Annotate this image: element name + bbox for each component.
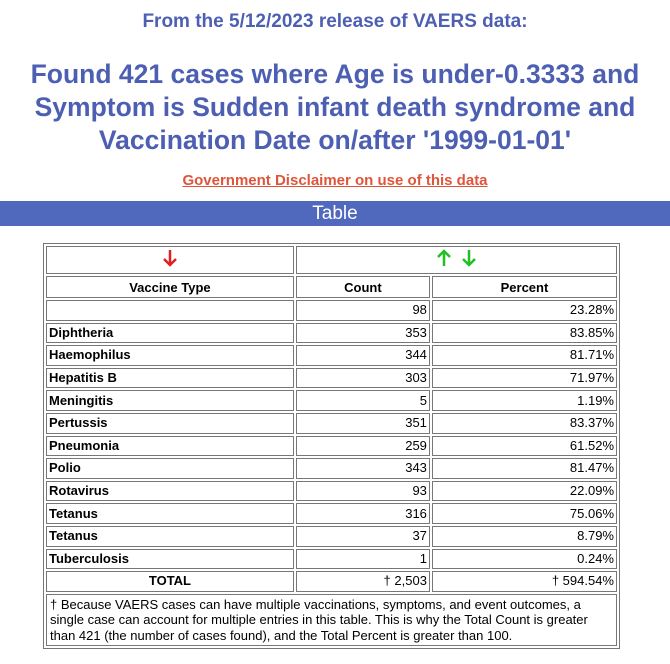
percent-cell: 22.09% (431, 480, 617, 502)
percent-cell: 83.85% (431, 322, 617, 344)
table-row: Hepatitis B 303 71.97% (46, 367, 617, 389)
total-percent: † 594.54% (431, 571, 617, 592)
vaccine-cell: Tuberculosis (46, 548, 294, 570)
percent-cell: 23.28% (431, 300, 617, 321)
vaccine-cell: Tetanus (46, 503, 294, 524)
table-row: Rotavirus 93 22.09% (46, 480, 617, 502)
column-header: Percent (431, 276, 617, 298)
table-row: Tuberculosis 1 0.24% (46, 548, 617, 570)
count-cell: 259 (295, 435, 430, 457)
column-header: Count (295, 276, 430, 298)
page: From the 5/12/2023 release of VAERS data… (0, 11, 670, 664)
results-table: Vaccine Type Count Percent 98 23.28% Dipht… (43, 243, 620, 650)
percent-cell: 75.06% (431, 503, 617, 524)
count-cell: 1 (295, 548, 430, 570)
percent-cell: 83.37% (431, 412, 617, 434)
footnote: † Because VAERS cases can have multiple … (46, 593, 617, 647)
count-cell: 5 (295, 390, 430, 411)
sort-cell (295, 246, 617, 274)
table-row: Tetanus 316 75.06% (46, 503, 617, 524)
vaccine-cell: Meningitis (46, 390, 294, 411)
vaccine-cell: Haemophilus (46, 345, 294, 366)
disclaimer-link[interactable]: Government Disclaimer on use of this dat… (182, 172, 488, 189)
total-count: † 2,503 (295, 571, 430, 592)
count-cell: 303 (295, 367, 430, 389)
vaccine-cell (46, 300, 294, 321)
table-row: † Because VAERS cases can have multiple … (46, 593, 617, 647)
section-bar: Table (0, 201, 670, 226)
sort-cell (46, 246, 294, 274)
query-title: Found 421 cases where Age is under-0.333… (0, 58, 670, 157)
percent-cell: 81.71% (431, 345, 617, 366)
count-cell: 351 (295, 412, 430, 434)
sort-down-icon[interactable] (162, 248, 178, 268)
table-row: Meningitis 5 1.19% (46, 390, 617, 411)
vaccine-cell: Tetanus (46, 525, 294, 547)
vaccine-cell: Pneumonia (46, 435, 294, 457)
percent-cell: 81.47% (431, 458, 617, 479)
count-cell: 98 (295, 300, 430, 321)
vaccine-cell: Diphtheria (46, 322, 294, 344)
percent-cell: 1.19% (431, 390, 617, 411)
total-label: TOTAL (46, 571, 294, 592)
vaccine-cell: Polio (46, 458, 294, 479)
count-cell: 93 (295, 480, 430, 502)
count-cell: 344 (295, 345, 430, 366)
column-header: Vaccine Type (46, 276, 294, 298)
table-row: TOTAL † 2,503 † 594.54% (46, 571, 617, 592)
release-heading: From the 5/12/2023 release of VAERS data… (142, 11, 528, 32)
count-cell: 316 (295, 503, 430, 524)
table-row: Haemophilus 344 81.71% (46, 345, 617, 366)
percent-cell: 0.24% (431, 548, 617, 570)
table-row: Polio 343 81.47% (46, 458, 617, 479)
count-cell: 343 (295, 458, 430, 479)
sort-down-icon[interactable] (461, 248, 477, 268)
title-line: Found 421 cases where Age is under-0.333… (30, 59, 640, 89)
title-line: Symptom is Sudden infant death syndrome … (34, 92, 636, 122)
table-row: 98 23.28% (46, 300, 617, 321)
percent-cell: 71.97% (431, 367, 617, 389)
count-cell: 353 (295, 322, 430, 344)
sort-up-icon[interactable] (436, 248, 452, 268)
table-row: Tetanus 37 8.79% (46, 525, 617, 547)
count-cell: 37 (295, 525, 430, 547)
vaccine-cell: Pertussis (46, 412, 294, 434)
table-row: Pertussis 351 83.37% (46, 412, 617, 434)
table-row: Pneumonia 259 61.52% (46, 435, 617, 457)
vaccine-cell: Rotavirus (46, 480, 294, 502)
percent-cell: 61.52% (431, 435, 617, 457)
table-row: Diphtheria 353 83.85% (46, 322, 617, 344)
vaccine-cell: Hepatitis B (46, 367, 294, 389)
percent-cell: 8.79% (431, 525, 617, 547)
title-line: Vaccination Date on/after '1999-01-01' (98, 125, 572, 155)
